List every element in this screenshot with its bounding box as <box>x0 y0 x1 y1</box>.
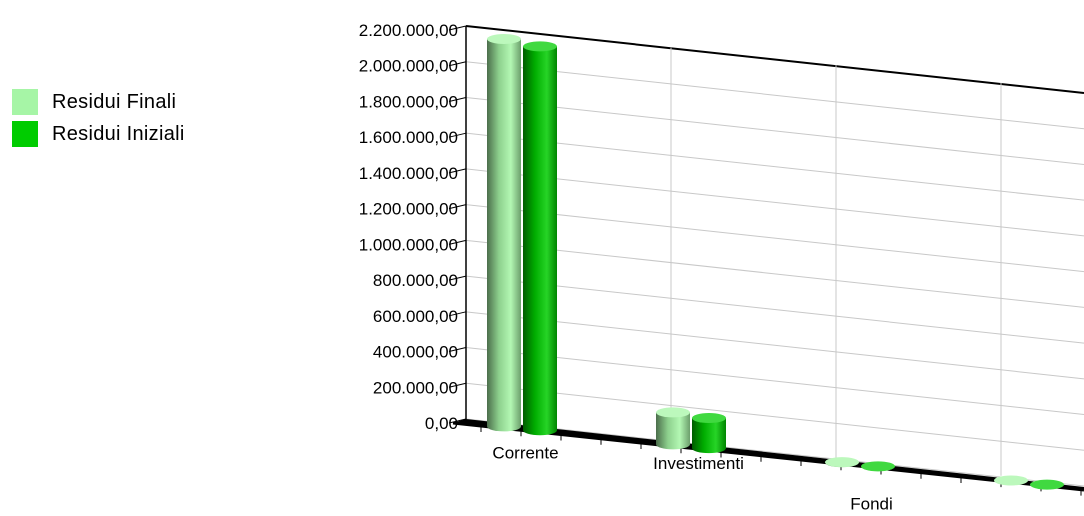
legend-item-residui-iniziali: Residui Iniziali <box>12 118 185 150</box>
bar-cap <box>487 33 521 44</box>
bar-body <box>487 38 521 432</box>
y-gridline <box>465 168 1084 237</box>
y-gridline <box>465 311 1084 380</box>
chart-frame <box>452 26 1084 492</box>
y-tick <box>448 204 467 210</box>
y-tick <box>448 25 467 31</box>
x-axis-line <box>452 421 1084 492</box>
bar-cap <box>994 475 1028 486</box>
bar-cap <box>861 461 895 472</box>
y-gridline <box>465 239 1084 308</box>
y-tick <box>448 418 467 424</box>
bar <box>994 475 1028 486</box>
y-tick <box>448 61 467 67</box>
bar-body <box>656 412 690 450</box>
bar <box>656 407 690 450</box>
y-gridline <box>465 275 1084 344</box>
y-tick <box>448 96 467 102</box>
y-gridline <box>465 25 1084 94</box>
y-gridline <box>465 418 1084 487</box>
legend-swatch-residui-iniziali <box>12 121 38 147</box>
y-tick-label: 800.000,00 <box>373 271 458 290</box>
bar <box>523 41 557 436</box>
y-gridline <box>465 132 1084 201</box>
y-tick <box>448 311 467 317</box>
y-gridline <box>465 382 1084 451</box>
bars <box>487 33 1064 490</box>
y-tick-label: 1.200.000,00 <box>359 200 458 219</box>
y-tick <box>448 347 467 353</box>
x-tick-label: Corrente <box>492 444 558 463</box>
y-tick <box>448 382 467 388</box>
bar-body <box>523 46 557 436</box>
bar-cap <box>1030 479 1064 490</box>
legend-label-residui-iniziali: Residui Iniziali <box>52 122 185 145</box>
chart-grid <box>465 25 1084 487</box>
y-gridline <box>465 96 1084 165</box>
y-tick-label: 600.000,00 <box>373 307 458 326</box>
chart-legend: Residui Finali Residui Iniziali <box>12 86 185 150</box>
y-tick-label: 1.600.000,00 <box>359 128 458 147</box>
bar-cap <box>692 413 726 424</box>
x-axis: CorrenteInvestimentiFondic/Terzi <box>480 425 1082 513</box>
y-tick <box>448 239 467 245</box>
y-tick-label: 1.000.000,00 <box>359 235 458 254</box>
bar <box>1030 479 1064 490</box>
x-tick-label: Investimenti <box>653 454 744 473</box>
y-tick-label: 0,00 <box>425 414 458 433</box>
bar <box>825 457 859 468</box>
y-gridline <box>465 347 1084 416</box>
bar-body <box>692 418 726 454</box>
bar-cap <box>656 407 690 418</box>
bar <box>487 33 521 432</box>
legend-label-residui-finali: Residui Finali <box>52 90 177 113</box>
legend-swatch-residui-finali <box>12 89 38 115</box>
bar <box>861 461 895 472</box>
y-tick <box>448 168 467 174</box>
y-tick-label: 1.800.000,00 <box>359 92 458 111</box>
legend-item-residui-finali: Residui Finali <box>12 86 185 118</box>
bar-cap <box>825 457 859 468</box>
bar <box>692 413 726 454</box>
y-tick-label: 2.200.000,00 <box>359 21 458 40</box>
y-gridline <box>465 61 1084 130</box>
bar-cap <box>523 41 557 52</box>
y-tick-label: 400.000,00 <box>373 343 458 362</box>
y-tick-label: 200.000,00 <box>373 378 458 397</box>
y-gridline <box>465 204 1084 273</box>
y-tick <box>448 132 467 138</box>
x-tick-label: Fondi <box>850 494 893 513</box>
y-axis: 0,00 200.000,00 400.000,00 600.000,00 800.00… <box>359 21 467 433</box>
y-tick-label: 1.400.000,00 <box>359 164 458 183</box>
y-tick-label: 2.000.000,00 <box>359 57 458 76</box>
y-tick <box>448 275 467 281</box>
